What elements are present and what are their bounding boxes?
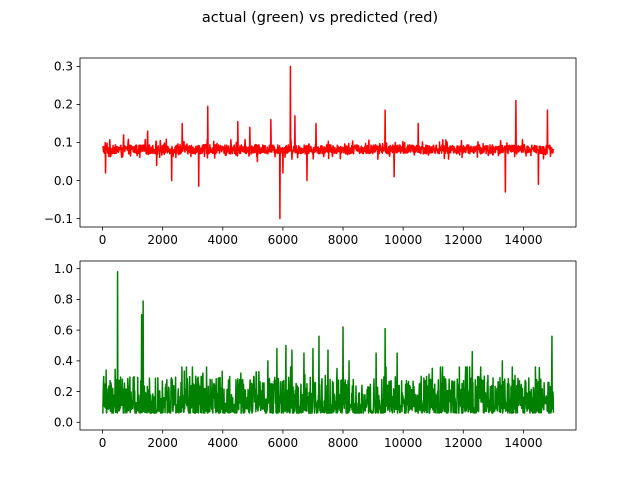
y-tick-label: 0.4 xyxy=(54,354,73,368)
x-tick-label: 0 xyxy=(99,436,107,450)
x-tick-label: 6000 xyxy=(268,436,299,450)
series-line-0-0 xyxy=(102,65,555,220)
x-tick-label: 4000 xyxy=(208,233,239,247)
y-tick-label: 0.0 xyxy=(54,174,73,188)
y-tick-label: 0.2 xyxy=(54,98,73,112)
figure-title: actual (green) vs predicted (red) xyxy=(202,10,438,26)
x-tick-label: 10000 xyxy=(384,233,422,247)
x-tick-label: 8000 xyxy=(328,233,359,247)
y-tick-label: 0.3 xyxy=(54,60,73,74)
series-line-1-0 xyxy=(101,271,555,414)
y-tick-label: −0.1 xyxy=(44,212,73,226)
x-tick-label: 10000 xyxy=(384,436,422,450)
y-tick-label: 0.8 xyxy=(54,293,73,307)
axes-frame xyxy=(79,260,577,431)
x-tick-label: 2000 xyxy=(147,233,178,247)
x-tick-label: 12000 xyxy=(444,436,482,450)
x-tick-label: 0 xyxy=(99,233,107,247)
x-tick-label: 14000 xyxy=(504,233,542,247)
x-tick-label: 6000 xyxy=(268,233,299,247)
y-tick-label: 1.0 xyxy=(54,262,73,276)
top-axes-predicted: 0 2000 4000 6000 8000 10000 12000 14000 −0.1 0.0 0… xyxy=(44,57,577,247)
y-tick-label: 0.1 xyxy=(54,136,73,150)
y-tick-label: 0.2 xyxy=(54,385,73,399)
y-tick-label: 0.6 xyxy=(54,323,73,337)
x-tick-label: 14000 xyxy=(504,436,542,450)
x-tick-label: 4000 xyxy=(208,436,239,450)
y-tick-label: 0.0 xyxy=(54,416,73,430)
bottom-axes-actual: 0 2000 4000 6000 8000 10000 12000 14000 0.0 0.2 0.… xyxy=(54,260,577,450)
x-tick-label: 12000 xyxy=(444,233,482,247)
x-tick-label: 8000 xyxy=(328,436,359,450)
x-tick-label: 2000 xyxy=(147,436,178,450)
